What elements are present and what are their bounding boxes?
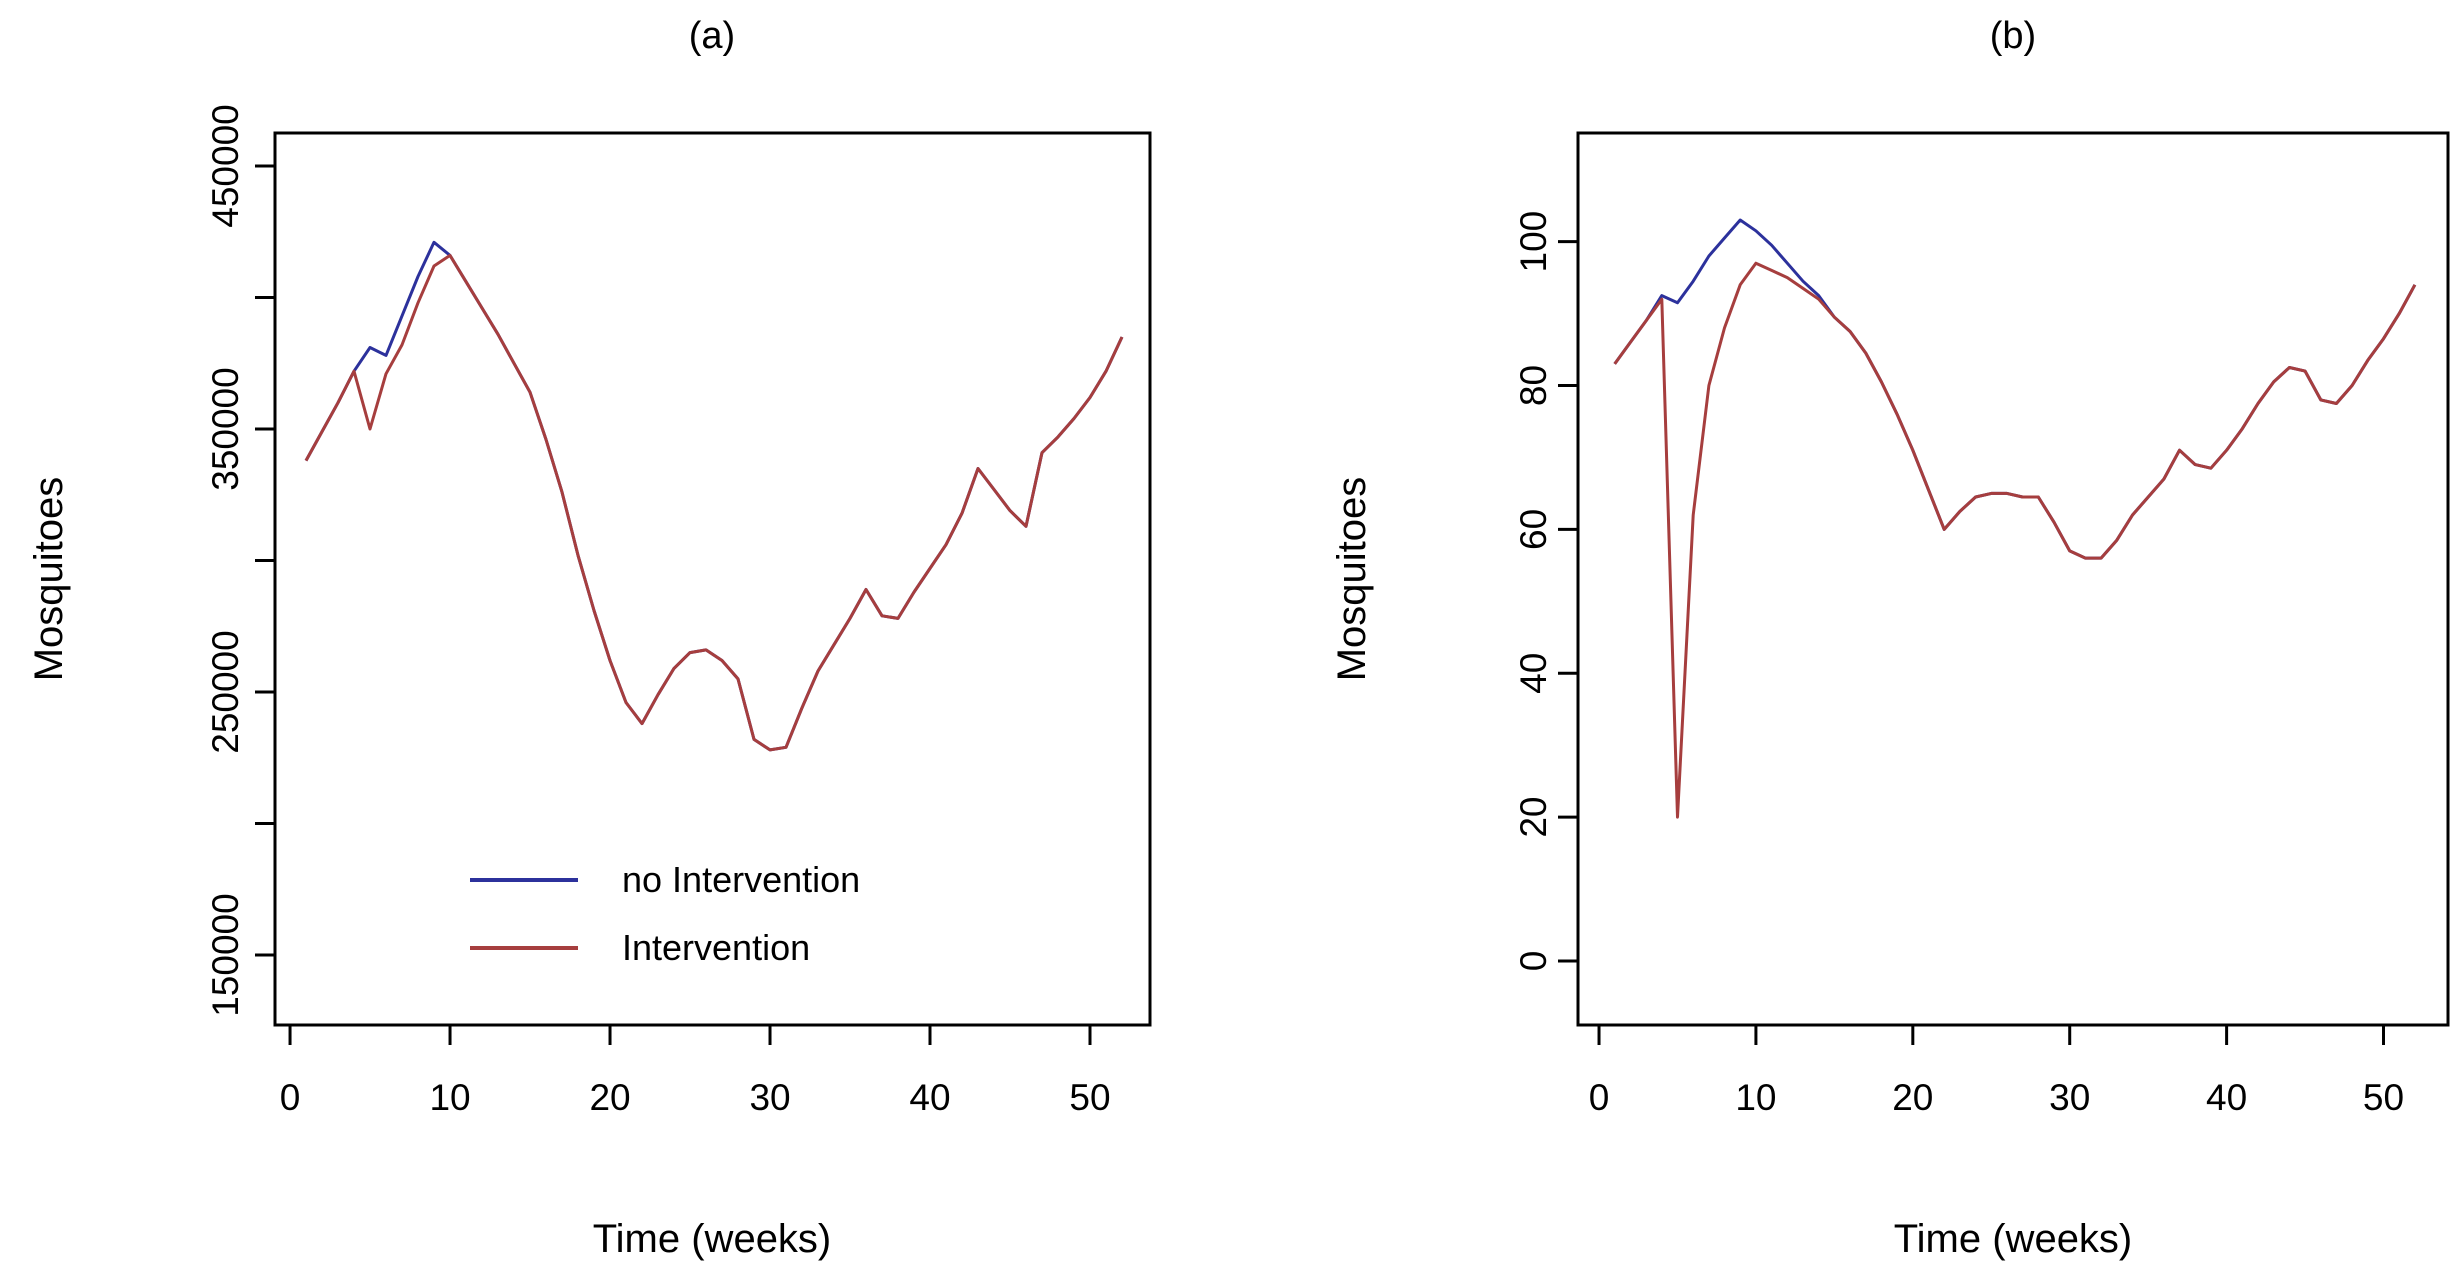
panel-b-ylabel: Mosquitoes (1330, 477, 1374, 682)
x-axis-tick-label: 0 (280, 1077, 301, 1118)
x-axis-tick-label: 20 (1892, 1077, 1933, 1118)
legend-label-no-intervention: no Intervention (622, 859, 861, 900)
x-axis-tick-label: 30 (2049, 1077, 2090, 1118)
panel-a-ylabel: Mosquitoes (27, 477, 71, 682)
x-axis-tick-label: 30 (749, 1077, 790, 1118)
intervention-line-swatch (470, 946, 578, 950)
y-axis-tick-label: 150000 (205, 893, 246, 1016)
plot-box (273, 131, 1152, 1027)
legend-label-intervention: Intervention (622, 927, 811, 968)
panel-b-title: (b) (1990, 15, 2036, 57)
x-axis-tick-label: 20 (589, 1077, 630, 1118)
panel-a-title: (a) (689, 15, 735, 57)
series-line-intervention (304, 253, 1124, 752)
y-axis-tick-label: 20 (1513, 797, 1554, 838)
y-axis-tick-label: 40 (1513, 653, 1554, 694)
panel-b-plot-area: 0 10 20 30 40 50 0 20 40 60 80 100 (1513, 131, 2450, 1118)
series-line-no-intervention (1613, 218, 2417, 560)
x-axis-tick-label: 10 (1735, 1077, 1776, 1118)
series-line-intervention (1613, 261, 2417, 819)
panel-a-plot-area: 0 10 20 30 40 50 150000 250000 350000 450000 (205, 104, 1152, 1118)
x-axis-tick-label: 10 (429, 1077, 470, 1118)
x-axis-tick-label: 40 (2206, 1077, 2247, 1118)
y-axis-tick-label: 450000 (205, 104, 246, 227)
no-intervention-line-swatch (470, 878, 578, 882)
x-axis-tick-label: 0 (1589, 1077, 1610, 1118)
y-axis-tick-label: 60 (1513, 509, 1554, 550)
y-axis-tick-label: 80 (1513, 365, 1554, 406)
plot-box (1576, 131, 2450, 1027)
y-axis-tick-label: 350000 (205, 367, 246, 490)
x-axis-tick-label: 50 (1069, 1077, 1110, 1118)
x-axis-tick-label: 40 (909, 1077, 950, 1118)
panel-b-xlabel: Time (weeks) (1894, 1217, 2133, 1261)
legend-row-intervention: Intervention (470, 914, 860, 982)
y-axis-tick-label: 0 (1513, 951, 1554, 972)
legend: no Intervention Intervention (470, 846, 860, 982)
y-axis-tick-label: 250000 (205, 630, 246, 753)
panel-a-xlabel: Time (weeks) (593, 1217, 832, 1261)
x-axis-tick-label: 50 (2363, 1077, 2404, 1118)
legend-row-no-intervention: no Intervention (470, 846, 860, 914)
y-axis-tick-label: 100 (1513, 211, 1554, 273)
